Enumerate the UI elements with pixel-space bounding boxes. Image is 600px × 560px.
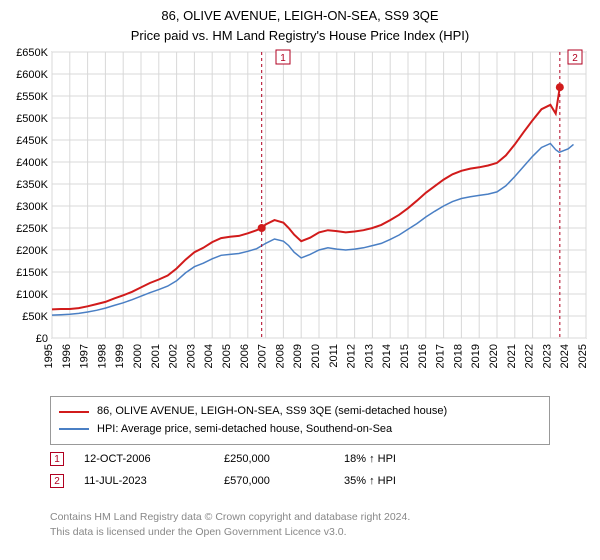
sale-price: £570,000: [224, 475, 324, 487]
sale-row: 1 12-OCT-2006 £250,000 18% ↑ HPI: [50, 448, 550, 470]
legend-row: 86, OLIVE AVENUE, LEIGH-ON-SEA, SS9 3QE …: [59, 403, 541, 421]
svg-text:£400K: £400K: [16, 157, 48, 169]
svg-text:2002: 2002: [168, 344, 180, 368]
sale-date: 11-JUL-2023: [84, 475, 204, 487]
sale-marker: 1: [50, 452, 64, 466]
svg-text:2024: 2024: [559, 344, 571, 368]
svg-text:2015: 2015: [399, 344, 411, 368]
svg-text:2006: 2006: [239, 344, 251, 368]
svg-text:£50K: £50K: [22, 311, 48, 323]
svg-text:2017: 2017: [435, 344, 447, 368]
svg-text:£650K: £650K: [16, 48, 48, 59]
legend-label-hpi: HPI: Average price, semi-detached house,…: [97, 421, 392, 439]
svg-text:1996: 1996: [61, 344, 73, 368]
svg-text:£450K: £450K: [16, 135, 48, 147]
svg-text:2010: 2010: [310, 344, 322, 368]
svg-text:1997: 1997: [79, 344, 91, 368]
legend-swatch-property: [59, 411, 89, 413]
svg-text:2012: 2012: [346, 344, 358, 368]
sale-delta: 18% ↑ HPI: [344, 453, 464, 465]
svg-text:£350K: £350K: [16, 179, 48, 191]
title-block: 86, OLIVE AVENUE, LEIGH-ON-SEA, SS9 3QE …: [0, 0, 600, 47]
sale-price: £250,000: [224, 453, 324, 465]
svg-text:2025: 2025: [577, 344, 589, 368]
svg-text:£500K: £500K: [16, 113, 48, 125]
svg-text:1999: 1999: [114, 344, 126, 368]
svg-text:2004: 2004: [203, 344, 215, 368]
svg-text:2000: 2000: [132, 344, 144, 368]
svg-text:2008: 2008: [274, 344, 286, 368]
svg-text:£250K: £250K: [16, 223, 48, 235]
svg-text:1: 1: [280, 53, 286, 64]
svg-text:2020: 2020: [488, 344, 500, 368]
legend-label-property: 86, OLIVE AVENUE, LEIGH-ON-SEA, SS9 3QE …: [97, 403, 447, 421]
svg-text:£150K: £150K: [16, 267, 48, 279]
svg-text:£0: £0: [36, 333, 48, 345]
title-address: 86, OLIVE AVENUE, LEIGH-ON-SEA, SS9 3QE: [0, 6, 600, 26]
svg-text:1998: 1998: [96, 344, 108, 368]
svg-text:2014: 2014: [381, 344, 393, 368]
svg-text:£200K: £200K: [16, 245, 48, 257]
title-subtitle: Price paid vs. HM Land Registry's House …: [0, 26, 600, 46]
sale-row: 2 11-JUL-2023 £570,000 35% ↑ HPI: [50, 470, 550, 492]
svg-text:2022: 2022: [524, 344, 536, 368]
svg-text:2018: 2018: [452, 344, 464, 368]
chart-svg: £0 £50K £100K £150K £200K £250K £300K £350K £400…: [8, 48, 592, 386]
svg-text:£600K: £600K: [16, 69, 48, 81]
svg-text:2: 2: [572, 53, 578, 64]
svg-text:2021: 2021: [506, 344, 518, 368]
svg-text:2011: 2011: [328, 344, 340, 368]
sales-table: 1 12-OCT-2006 £250,000 18% ↑ HPI 2 11-JU…: [50, 448, 550, 492]
svg-text:£100K: £100K: [16, 289, 48, 301]
legend-row: HPI: Average price, semi-detached house,…: [59, 421, 541, 439]
svg-text:2023: 2023: [541, 344, 553, 368]
sale-date: 12-OCT-2006: [84, 453, 204, 465]
sale-delta: 35% ↑ HPI: [344, 475, 464, 487]
footer-attribution: Contains HM Land Registry data © Crown c…: [50, 510, 560, 539]
price-chart: £0 £50K £100K £150K £200K £250K £300K £350K £400…: [8, 48, 592, 386]
svg-text:2005: 2005: [221, 344, 233, 368]
svg-text:2016: 2016: [417, 344, 429, 368]
legend-swatch-hpi: [59, 428, 89, 430]
svg-text:2001: 2001: [150, 344, 162, 368]
svg-text:2003: 2003: [185, 344, 197, 368]
legend: 86, OLIVE AVENUE, LEIGH-ON-SEA, SS9 3QE …: [50, 396, 550, 445]
sale-marker: 2: [50, 474, 64, 488]
footer-line: This data is licensed under the Open Gov…: [50, 525, 560, 540]
svg-text:2007: 2007: [257, 344, 269, 368]
svg-text:£300K: £300K: [16, 201, 48, 213]
svg-text:2019: 2019: [470, 344, 482, 368]
svg-text:2013: 2013: [363, 344, 375, 368]
svg-text:1995: 1995: [43, 344, 55, 368]
svg-text:2009: 2009: [292, 344, 304, 368]
svg-text:£550K: £550K: [16, 91, 48, 103]
footer-line: Contains HM Land Registry data © Crown c…: [50, 510, 560, 525]
